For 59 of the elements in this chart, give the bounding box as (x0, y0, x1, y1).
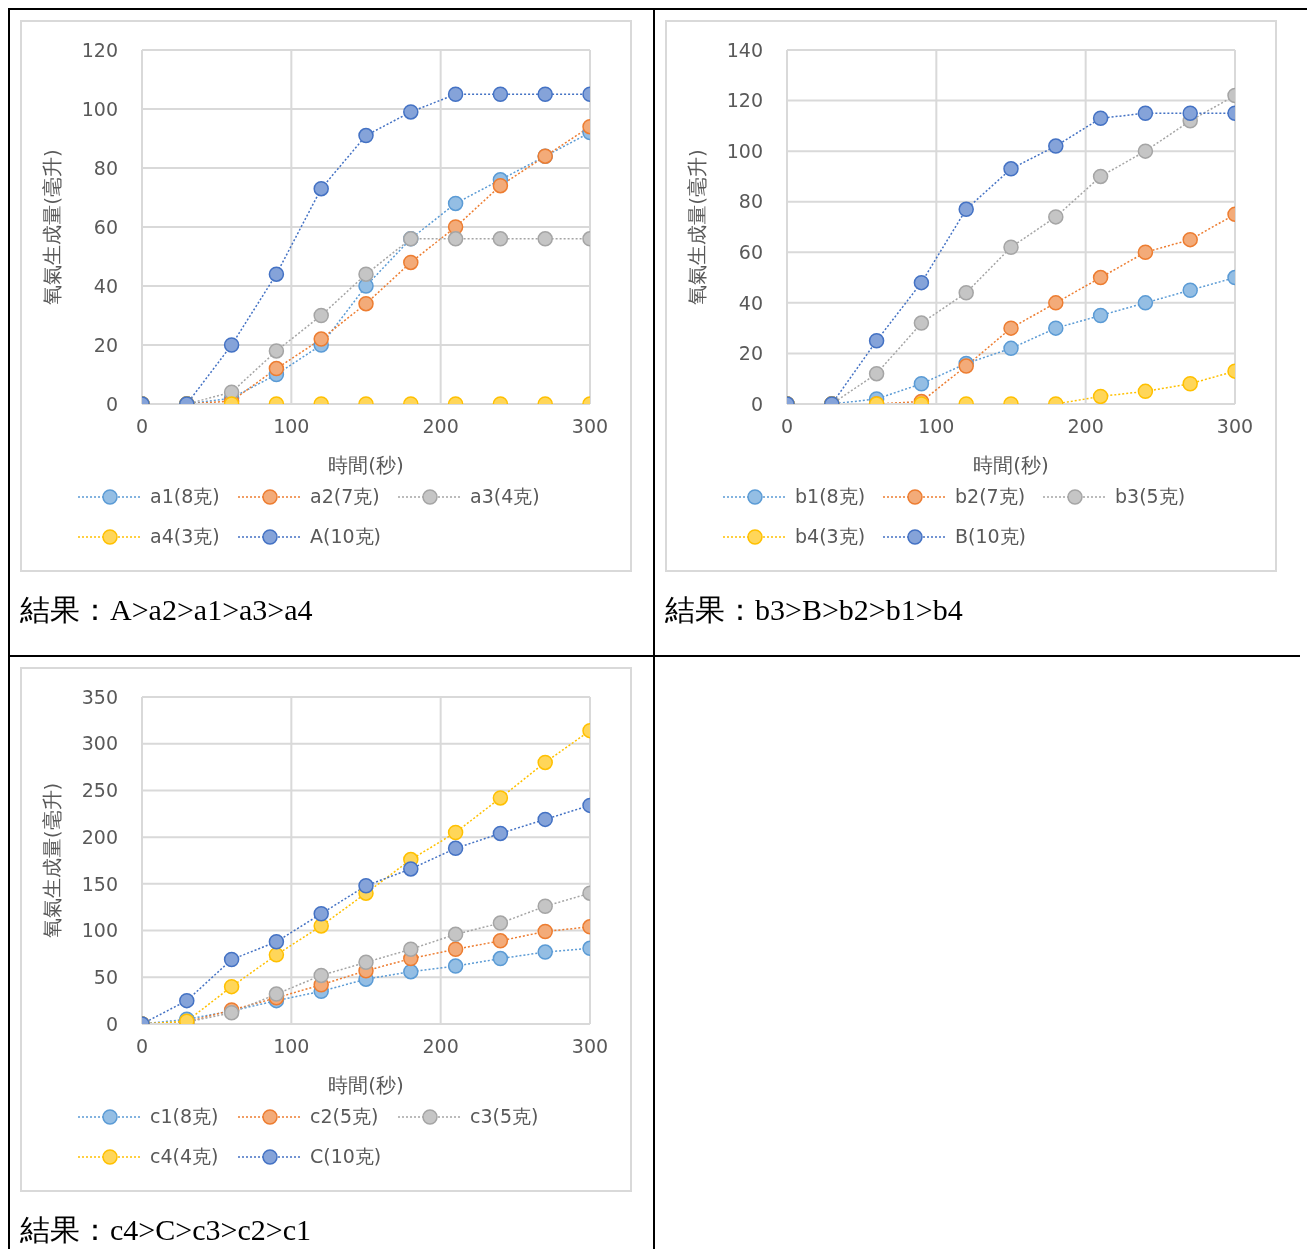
y-tick-label: 60 (738, 241, 763, 264)
x-tick-label: 100 (273, 1035, 310, 1058)
legend-label: c3(5克) (470, 1104, 539, 1129)
x-tick-label: 300 (571, 1035, 609, 1058)
x-tick-label: 0 (780, 415, 794, 438)
legend-label: a2(7克) (310, 484, 380, 509)
y-tick-label: 120 (726, 89, 763, 112)
x-tick-label: 200 (422, 1035, 459, 1058)
y-tick-label: 120 (81, 38, 118, 61)
y-tick-label: 100 (81, 97, 118, 120)
legend-label: b3(5克) (1115, 484, 1186, 509)
y-tick-label: 200 (81, 825, 118, 848)
y-tick-label: 100 (81, 919, 118, 942)
legend-label: A(10克) (310, 524, 381, 549)
x-tick-label: 100 (918, 415, 955, 438)
x-axis-title: 時間(秒) (328, 1073, 404, 1097)
x-tick-label: 200 (422, 415, 459, 438)
legend-label: b2(7克) (955, 484, 1026, 509)
x-tick-label: 100 (273, 415, 310, 438)
y-tick-label: 0 (750, 392, 763, 415)
legend-label: c1(8克) (150, 1104, 219, 1129)
y-tick-label: 40 (93, 274, 118, 297)
y-tick-label: 80 (93, 156, 118, 179)
y-tick-label: 20 (93, 333, 118, 356)
y-tick-label: 50 (93, 966, 118, 989)
y-axis-title: 氧氣生成量(毫升) (40, 149, 65, 305)
x-axis-title: 時間(秒) (328, 453, 404, 477)
y-tick-label: 150 (81, 872, 118, 895)
y-tick-label: 20 (738, 342, 763, 365)
x-axis-title: 時間(秒) (973, 453, 1049, 477)
legend-label: C(10克) (310, 1144, 382, 1169)
y-tick-label: 0 (105, 1012, 118, 1035)
text: 結果：c4>C>c3>c2>c1 (20, 1212, 312, 1248)
y-tick-label: 300 (81, 732, 118, 755)
legend-label: a1(8克) (150, 484, 220, 509)
legend-label: c4(4克) (150, 1144, 219, 1169)
legend-label: a3(4克) (470, 484, 540, 509)
y-tick-label: 80 (738, 190, 763, 213)
y-axis-title: 氧氣生成量(毫升) (40, 782, 65, 939)
text: 結果：A>a2>a1>a3>a4 (20, 592, 314, 628)
x-tick-label: 300 (1216, 415, 1254, 438)
x-tick-label: 0 (135, 1035, 149, 1058)
y-tick-label: 0 (105, 392, 118, 415)
y-axis-title: 氧氣生成量(毫升) (685, 149, 710, 305)
y-tick-label: 140 (726, 38, 763, 61)
x-tick-label: 0 (135, 415, 149, 438)
legend-label: B(10克) (955, 524, 1027, 549)
y-tick-label: 60 (93, 215, 118, 238)
legend-label: c2(5克) (310, 1104, 379, 1129)
y-tick-label: 350 (81, 685, 118, 708)
text: 結果：b3>B>b2>b1>b4 (665, 592, 964, 628)
legend-label: a4(3克) (150, 524, 220, 549)
x-tick-label: 200 (1067, 415, 1104, 438)
y-tick-label: 40 (738, 291, 763, 314)
legend-label: b4(3克) (795, 524, 866, 549)
y-tick-label: 250 (81, 779, 118, 802)
legend-label: b1(8克) (795, 484, 866, 509)
y-tick-label: 100 (726, 139, 763, 162)
x-tick-label: 300 (571, 415, 609, 438)
